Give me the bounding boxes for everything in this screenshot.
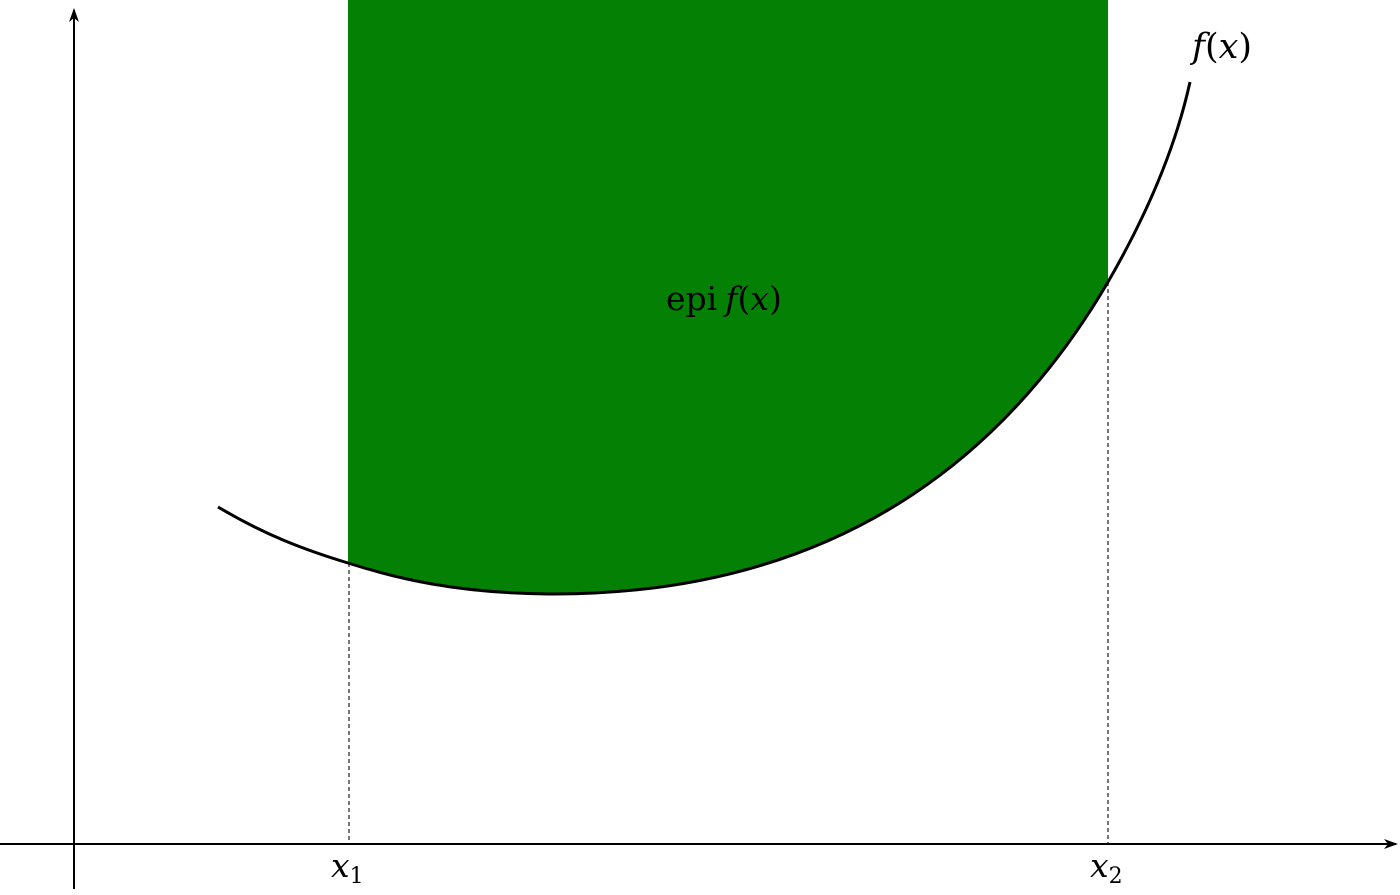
x2-label: x2 bbox=[1090, 846, 1123, 889]
region-label: epi f(x) bbox=[666, 279, 782, 318]
epigraph-region bbox=[348, 0, 1108, 595]
curve-label: f(x) bbox=[1189, 27, 1252, 67]
curve-f bbox=[217, 81, 1192, 596]
x1-label: x1 bbox=[331, 846, 364, 889]
